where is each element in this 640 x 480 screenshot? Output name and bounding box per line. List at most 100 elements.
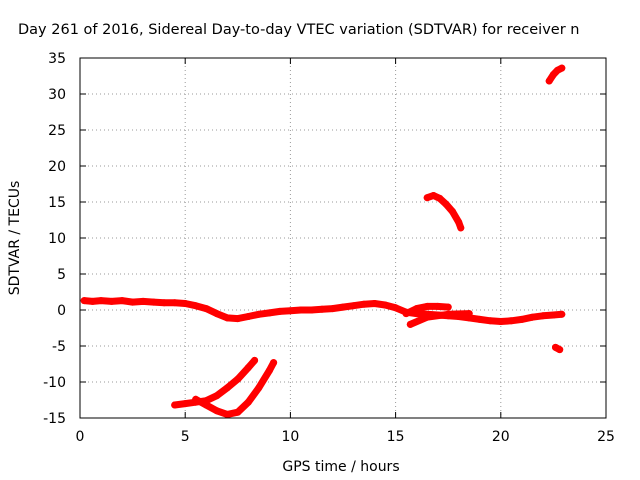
series-0-point [350,302,357,310]
series-0-point [286,307,294,315]
series-0-point [244,313,252,320]
y-tick-label: 25 [48,123,66,139]
series-0-point [371,300,379,307]
series-0-point [80,297,88,305]
series-7-point [244,398,252,406]
series-0-point [297,306,305,314]
series-0-point [202,305,210,313]
tick-labels: 0 5 10 15 20 25 -15 -10 -5 0 5 10 15 20 25 30 35 [43,51,615,445]
series-0-point [108,297,116,305]
y-tick-label: 5 [57,267,66,283]
series-2-line [406,310,473,328]
series-7-point [192,395,200,403]
series-7-point [213,407,221,415]
series-0-point [192,302,200,310]
series-0-point [118,297,126,305]
series-3-point [455,218,463,226]
y-tick-label: 10 [48,231,66,247]
x-tick-label: 10 [281,429,299,445]
series-7-point [270,359,278,367]
series-0-point [129,298,137,306]
chart-title: Day 261 of 2016, Sidereal Day-to-day VTE… [18,22,579,38]
series-1-point [423,302,431,310]
series-3-point [423,194,431,202]
series-2-point [444,310,452,318]
series-3-point [436,194,444,202]
series-6-point [223,384,231,392]
series-0-point [234,315,242,323]
series-0-point [360,300,368,308]
series-1-point [444,303,452,311]
series-1-point [413,305,421,313]
series-6-point [244,364,252,372]
series-6-point [181,400,189,408]
series-0-point [318,305,326,313]
series-0-point [160,299,168,307]
series-0-point [223,314,231,322]
y-axis-label: SDTVAR / TECUs [7,181,23,296]
series-3-point [442,200,450,208]
series-2-point [465,310,473,318]
y-tick-label: -10 [43,375,66,391]
y-tick-label: -15 [43,411,66,427]
series-6-point [171,401,179,409]
series-0-point [558,310,566,318]
x-tick-label: 25 [597,429,615,445]
x-tick-label: 5 [181,429,190,445]
y-tick-label: 0 [57,303,66,319]
y-tick-label: 30 [48,87,66,103]
series-0-point [255,310,263,318]
x-axis-label: GPS time / hours [282,459,399,475]
series-0-point [497,318,505,325]
series-1-point [402,310,410,318]
series-7-point [223,410,231,418]
series-3-point [457,224,465,232]
series-0-point [549,311,557,319]
grid [80,58,606,418]
series-7-point [255,384,263,392]
y-tick-label: -5 [52,339,66,355]
series-0-point [181,300,189,307]
series-5-point [556,346,564,354]
series-0-point [329,305,336,313]
series-0-point [89,297,97,305]
series-0-point [476,315,484,323]
x-tick-label: 15 [387,429,405,445]
series-4-point [545,77,553,85]
series-0-point [265,309,273,317]
y-tick-label: 35 [48,51,66,67]
series-3-point [448,207,456,215]
x-tick-label: 0 [76,429,85,445]
series-0-point [150,298,158,306]
series-0-point [171,299,179,307]
series-0-point [392,304,400,312]
series-0-point [97,297,105,305]
series-0-point [276,307,284,315]
series-0-point [518,315,526,323]
series-0-point [528,313,536,321]
series-7-point [202,401,210,409]
y-tick-label: 20 [48,159,66,175]
series-4-point [549,71,557,79]
series-0-point [539,312,547,320]
ticks [79,57,607,419]
series-0-point [381,301,389,309]
series-0-point [486,317,494,325]
series-0-point [339,303,347,311]
y-tick-label: 15 [48,195,66,211]
plot-frame [79,57,607,419]
series-6-point [234,375,242,383]
series-2-point [423,313,431,321]
series-4-point [558,64,566,72]
series-7-point [234,408,242,416]
series-0-point [139,297,147,305]
series-6-point [251,356,259,364]
series-2-point [406,320,414,328]
series-3-point [430,192,437,199]
series-7-point [265,367,273,374]
series-0-point [213,310,221,318]
data-series [80,64,566,418]
x-tick-label: 20 [492,429,510,445]
series-1-point [434,302,442,310]
